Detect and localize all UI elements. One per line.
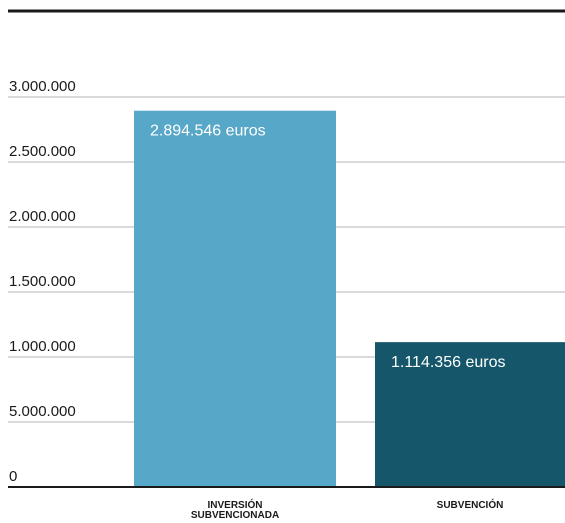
y-tick-label: 1.000.000 [9,338,76,355]
bar [134,110,336,488]
bars [134,110,565,488]
bar-value-label: 2.894.546 euros [150,123,266,140]
data-labels: 2.894.546 euros 1.114.356 euros [150,123,505,371]
x-category-label: INVERSIÓN [207,498,262,511]
y-tick-label: 2.500.000 [9,143,76,160]
y-tick-label: 2.000.000 [9,208,76,225]
y-tick-label: 0 [9,468,17,485]
x-category-label: SUBVENCIÓN [437,498,504,511]
y-tick-label: 5.000.000 [9,403,76,420]
y-axis-tick-labels: 0 5.000.000 1.000.000 1.500.000 2.000.000 2.5… [9,78,76,485]
y-tick-label: 3.000.000 [9,78,76,95]
bar [375,342,565,487]
x-category-label: SUBVENCIONADA [191,510,279,521]
y-tick-label: 1.500.000 [9,273,76,290]
bar-value-label: 1.114.356 euros [391,354,505,371]
